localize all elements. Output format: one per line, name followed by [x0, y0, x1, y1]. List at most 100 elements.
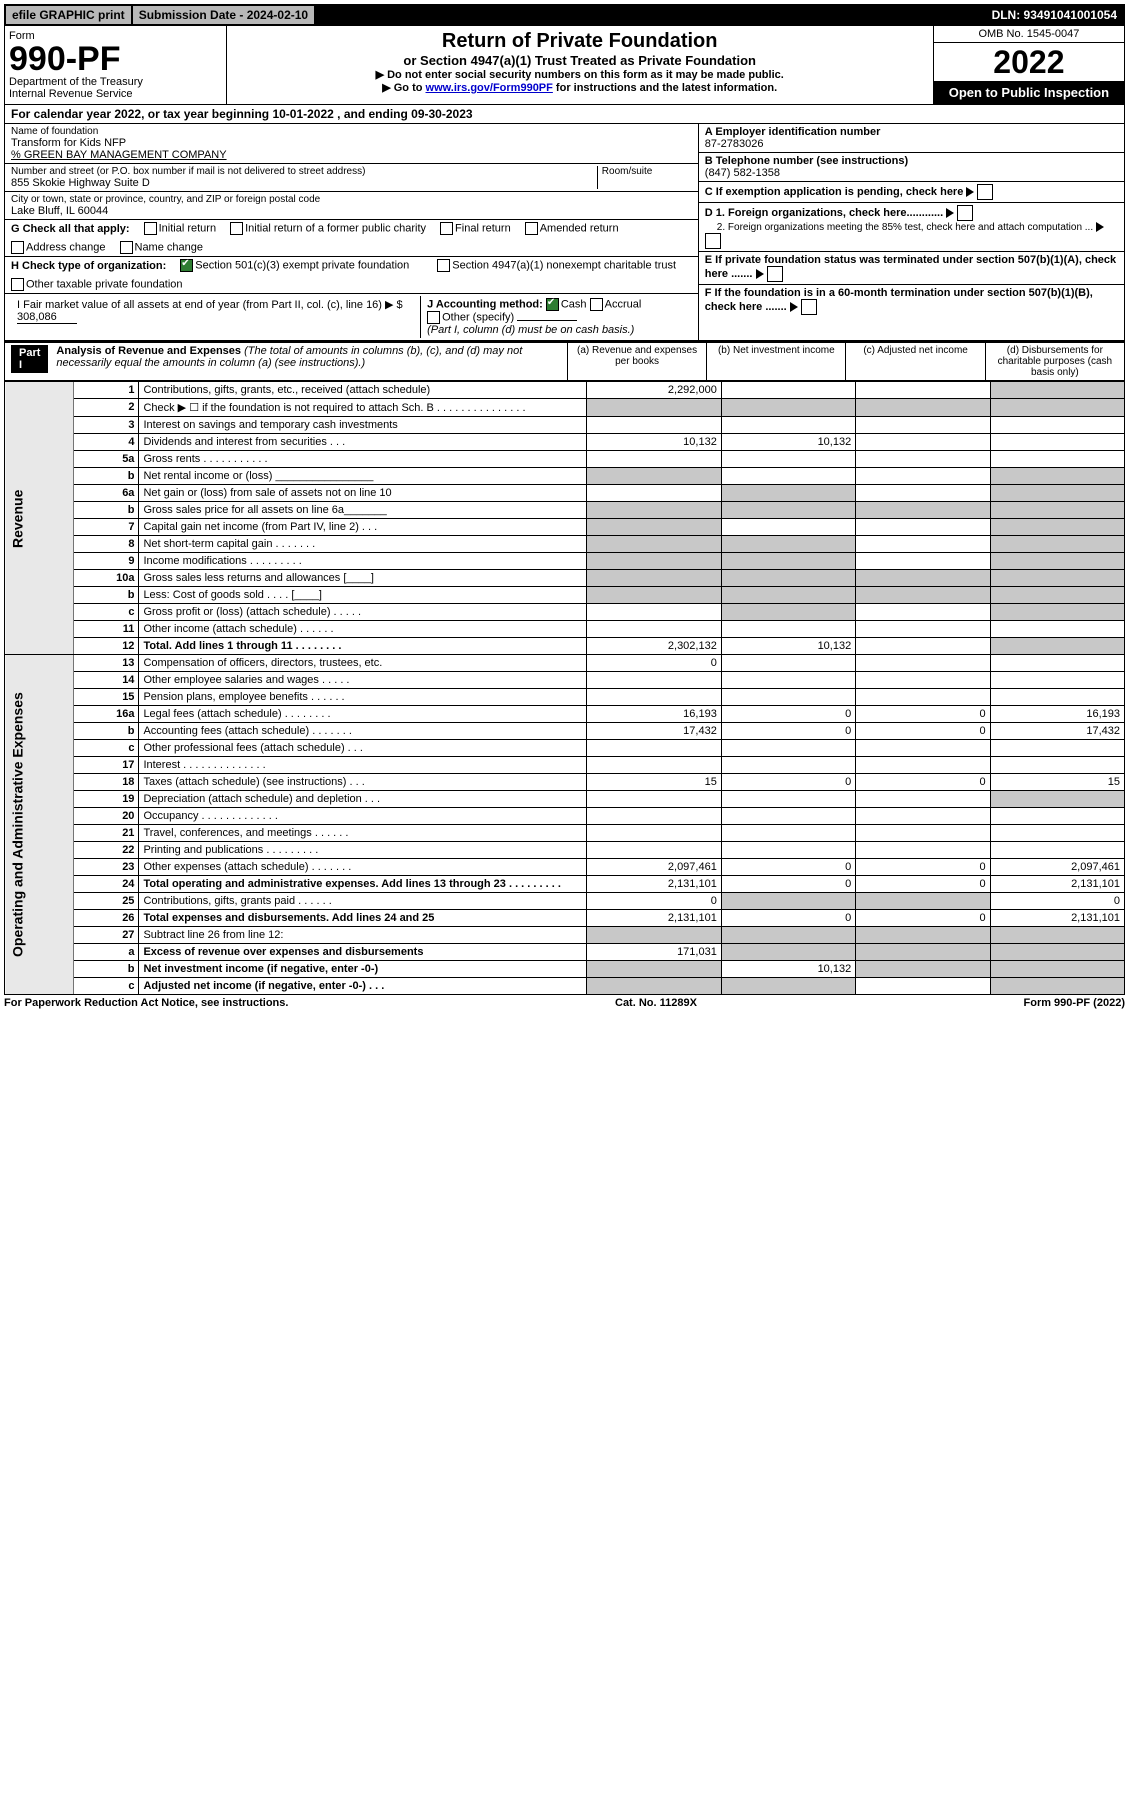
part1-label: Part I	[11, 345, 48, 373]
irs-label: Internal Revenue Service	[9, 88, 222, 100]
form-title: Return of Private Foundation	[231, 30, 929, 53]
table-row: 2Check ▶ ☐ if the foundation is not requ…	[5, 399, 1125, 417]
checkbox-cash[interactable]	[546, 298, 559, 311]
row-description: Occupancy . . . . . . . . . . . . .	[139, 808, 587, 825]
table-row: 19Depreciation (attach schedule) and dep…	[5, 791, 1125, 808]
cell-d	[990, 842, 1124, 859]
cell-b	[721, 689, 855, 706]
cell-d	[990, 485, 1124, 502]
table-row: 12Total. Add lines 1 through 11 . . . . …	[5, 638, 1125, 655]
cell-a: 2,131,101	[587, 910, 721, 927]
cell-a	[587, 978, 721, 995]
cell-b	[721, 468, 855, 485]
cell-b	[721, 808, 855, 825]
cell-b: 0	[721, 774, 855, 791]
cell-b	[721, 519, 855, 536]
cell-d	[990, 587, 1124, 604]
table-row: 16aLegal fees (attach schedule) . . . . …	[5, 706, 1125, 723]
table-row: aExcess of revenue over expenses and dis…	[5, 944, 1125, 961]
cell-b	[721, 944, 855, 961]
row-description: Subtract line 26 from line 12:	[139, 927, 587, 944]
d-section: D 1. Foreign organizations, check here..…	[699, 203, 1124, 252]
cell-c: 0	[856, 859, 990, 876]
cell-a	[587, 672, 721, 689]
table-row: 24Total operating and administrative exp…	[5, 876, 1125, 893]
cell-d	[990, 570, 1124, 587]
row-description: Net rental income or (loss) ____________…	[139, 468, 587, 485]
row-number: b	[74, 587, 139, 604]
name-label: Name of foundation	[11, 126, 692, 137]
cell-c	[856, 621, 990, 638]
row-number: 7	[74, 519, 139, 536]
row-number: 5a	[74, 451, 139, 468]
row-description: Taxes (attach schedule) (see instruction…	[139, 774, 587, 791]
cell-b	[721, 978, 855, 995]
col-c: (c) Adjusted net income	[845, 343, 984, 380]
cell-d	[990, 740, 1124, 757]
row-description: Less: Cost of goods sold . . . . [____]	[139, 587, 587, 604]
table-row: 9Income modifications . . . . . . . . .	[5, 553, 1125, 570]
cell-a: 0	[587, 655, 721, 672]
row-number: 1	[74, 382, 139, 399]
cell-a	[587, 519, 721, 536]
cell-c	[856, 740, 990, 757]
cell-d	[990, 553, 1124, 570]
cell-c	[856, 587, 990, 604]
row-description: Gross sales less returns and allowances …	[139, 570, 587, 587]
cell-c: 0	[856, 774, 990, 791]
page-footer: For Paperwork Reduction Act Notice, see …	[4, 995, 1125, 1011]
table-row: 23Other expenses (attach schedule) . . .…	[5, 859, 1125, 876]
cell-b	[721, 536, 855, 553]
cell-a	[587, 468, 721, 485]
row-number: 8	[74, 536, 139, 553]
row-description: Gross sales price for all assets on line…	[139, 502, 587, 519]
cell-b	[721, 893, 855, 910]
cell-c	[856, 519, 990, 536]
cell-b	[721, 842, 855, 859]
cell-d	[990, 382, 1124, 399]
part1-header: Part I Analysis of Revenue and Expenses …	[4, 341, 1125, 381]
cell-d	[990, 689, 1124, 706]
row-number: b	[74, 961, 139, 978]
row-number: 21	[74, 825, 139, 842]
cell-c	[856, 927, 990, 944]
row-description: Contributions, gifts, grants paid . . . …	[139, 893, 587, 910]
row-description: Depreciation (attach schedule) and deple…	[139, 791, 587, 808]
cell-a	[587, 791, 721, 808]
table-row: 3Interest on savings and temporary cash …	[5, 417, 1125, 434]
cell-d	[990, 399, 1124, 417]
cell-d	[990, 944, 1124, 961]
cell-d	[990, 757, 1124, 774]
form-subtitle: or Section 4947(a)(1) Trust Treated as P…	[231, 53, 929, 68]
cell-c	[856, 502, 990, 519]
cell-d	[990, 655, 1124, 672]
cell-b	[721, 417, 855, 434]
table-row: cOther professional fees (attach schedul…	[5, 740, 1125, 757]
table-row: cGross profit or (loss) (attach schedule…	[5, 604, 1125, 621]
cell-c	[856, 382, 990, 399]
cell-d	[990, 468, 1124, 485]
cell-a	[587, 961, 721, 978]
cell-c	[856, 638, 990, 655]
cell-b	[721, 740, 855, 757]
cell-b	[721, 655, 855, 672]
table-row: Operating and Administrative Expenses13C…	[5, 655, 1125, 672]
instructions-link[interactable]: www.irs.gov/Form990PF	[426, 82, 553, 94]
row-number: 17	[74, 757, 139, 774]
table-row: 11Other income (attach schedule) . . . .…	[5, 621, 1125, 638]
efile-label[interactable]: efile GRAPHIC print	[6, 6, 131, 24]
cell-d	[990, 417, 1124, 434]
cell-a: 15	[587, 774, 721, 791]
row-description: Check ▶ ☐ if the foundation is not requi…	[139, 399, 587, 417]
row-number: 4	[74, 434, 139, 451]
cell-a: 2,292,000	[587, 382, 721, 399]
checkbox-501c3[interactable]	[180, 259, 193, 272]
row-description: Total operating and administrative expen…	[139, 876, 587, 893]
city-label: City or town, state or province, country…	[11, 194, 692, 205]
row-number: 14	[74, 672, 139, 689]
cell-d	[990, 961, 1124, 978]
row-description: Other expenses (attach schedule) . . . .…	[139, 859, 587, 876]
instr-1: ▶ Do not enter social security numbers o…	[231, 68, 929, 81]
cell-c	[856, 825, 990, 842]
cell-c: 0	[856, 910, 990, 927]
